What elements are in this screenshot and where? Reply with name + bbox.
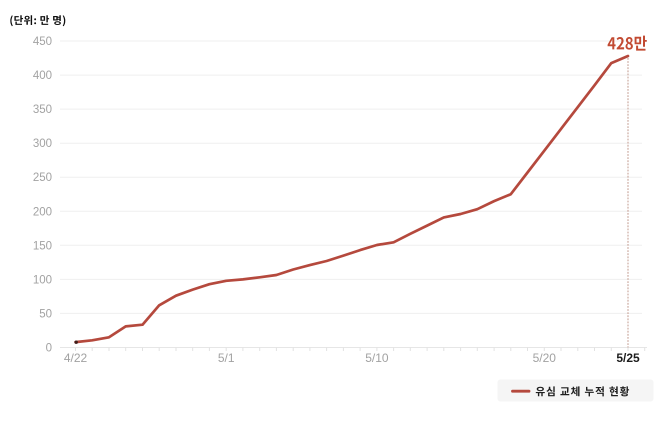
svg-text:350: 350 [33, 104, 52, 116]
svg-text:50: 50 [39, 308, 52, 320]
svg-text:0: 0 [46, 343, 52, 355]
svg-text:200: 200 [33, 206, 52, 218]
svg-text:300: 300 [33, 138, 52, 150]
svg-text:5/10: 5/10 [365, 351, 389, 365]
svg-text:5/1: 5/1 [218, 351, 235, 365]
svg-text:400: 400 [33, 70, 52, 82]
svg-text:450: 450 [33, 36, 52, 48]
svg-text:150: 150 [33, 240, 52, 252]
svg-text:100: 100 [33, 274, 52, 286]
svg-text:4/22: 4/22 [64, 351, 88, 365]
svg-text:5/25: 5/25 [616, 351, 640, 365]
svg-text:250: 250 [33, 172, 52, 184]
svg-text:5/20: 5/20 [533, 351, 557, 365]
